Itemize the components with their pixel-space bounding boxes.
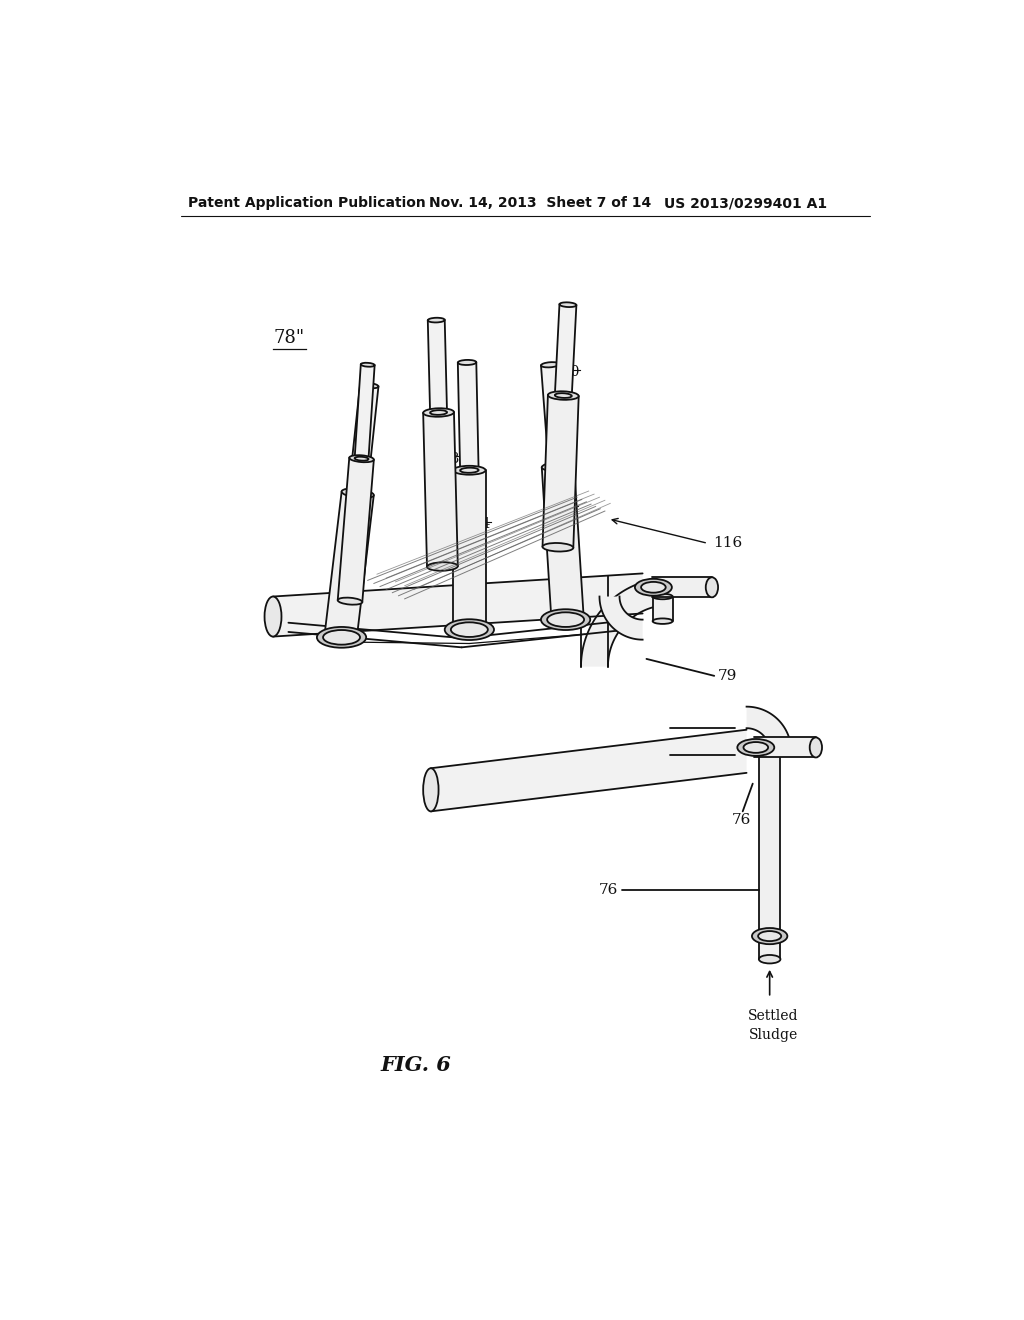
- Polygon shape: [543, 395, 579, 548]
- Ellipse shape: [423, 408, 454, 417]
- Ellipse shape: [338, 598, 362, 605]
- Ellipse shape: [454, 630, 485, 639]
- Ellipse shape: [342, 488, 374, 498]
- Ellipse shape: [543, 543, 573, 552]
- Text: 264: 264: [464, 517, 490, 531]
- Polygon shape: [458, 362, 478, 470]
- Text: 76: 76: [599, 883, 617, 896]
- Ellipse shape: [737, 739, 774, 756]
- Ellipse shape: [548, 391, 579, 400]
- Text: Patent Application Publication: Patent Application Publication: [188, 197, 426, 210]
- Ellipse shape: [451, 622, 487, 638]
- Polygon shape: [599, 597, 643, 640]
- Ellipse shape: [360, 363, 375, 367]
- Ellipse shape: [458, 360, 476, 366]
- Polygon shape: [542, 466, 584, 626]
- Ellipse shape: [316, 627, 367, 648]
- Ellipse shape: [555, 393, 571, 397]
- Ellipse shape: [354, 457, 369, 461]
- Polygon shape: [431, 730, 746, 812]
- Ellipse shape: [652, 594, 673, 599]
- Ellipse shape: [360, 383, 379, 388]
- Polygon shape: [324, 491, 374, 644]
- Text: 116: 116: [713, 536, 742, 550]
- Polygon shape: [652, 577, 712, 597]
- Ellipse shape: [758, 931, 781, 941]
- Ellipse shape: [752, 928, 787, 944]
- Polygon shape: [338, 458, 374, 602]
- Text: Nov. 14, 2013  Sheet 7 of 14: Nov. 14, 2013 Sheet 7 of 14: [429, 197, 651, 210]
- Polygon shape: [454, 470, 485, 635]
- Polygon shape: [555, 305, 577, 396]
- Ellipse shape: [706, 577, 718, 597]
- Ellipse shape: [264, 597, 282, 636]
- Polygon shape: [428, 319, 447, 413]
- Ellipse shape: [323, 630, 360, 644]
- Ellipse shape: [549, 463, 567, 469]
- Ellipse shape: [454, 466, 485, 475]
- Ellipse shape: [444, 619, 494, 640]
- Ellipse shape: [348, 491, 367, 496]
- Text: FIG. 6: FIG. 6: [380, 1056, 451, 1076]
- Ellipse shape: [349, 455, 374, 462]
- Polygon shape: [759, 744, 780, 960]
- Ellipse shape: [552, 619, 584, 628]
- Text: 270: 270: [553, 366, 580, 379]
- Polygon shape: [354, 364, 375, 459]
- Ellipse shape: [427, 562, 458, 570]
- Text: 262: 262: [551, 502, 578, 516]
- Ellipse shape: [810, 738, 822, 758]
- Polygon shape: [423, 412, 458, 566]
- Text: 79: 79: [717, 669, 736, 682]
- Polygon shape: [755, 738, 816, 758]
- Ellipse shape: [743, 742, 768, 752]
- Polygon shape: [746, 706, 792, 751]
- Ellipse shape: [430, 411, 447, 414]
- Ellipse shape: [541, 362, 559, 367]
- Ellipse shape: [547, 612, 584, 627]
- Text: US 2013/0299401 A1: US 2013/0299401 A1: [665, 197, 827, 210]
- Text: 268: 268: [433, 451, 460, 466]
- Polygon shape: [348, 384, 379, 494]
- Polygon shape: [273, 573, 643, 636]
- Ellipse shape: [428, 318, 444, 322]
- Ellipse shape: [652, 618, 673, 624]
- Ellipse shape: [641, 582, 666, 593]
- Text: 266: 266: [341, 544, 367, 558]
- Ellipse shape: [559, 302, 577, 308]
- Ellipse shape: [542, 462, 574, 471]
- Polygon shape: [652, 597, 673, 622]
- Ellipse shape: [423, 768, 438, 812]
- Ellipse shape: [759, 954, 780, 964]
- Polygon shape: [581, 578, 670, 667]
- Ellipse shape: [541, 610, 590, 630]
- Ellipse shape: [460, 467, 478, 473]
- Ellipse shape: [324, 638, 356, 647]
- Text: 78": 78": [273, 329, 304, 347]
- Polygon shape: [541, 364, 567, 467]
- Ellipse shape: [635, 578, 672, 595]
- Text: Settled
Sludge: Settled Sludge: [749, 1010, 799, 1041]
- Text: 76: 76: [731, 813, 751, 826]
